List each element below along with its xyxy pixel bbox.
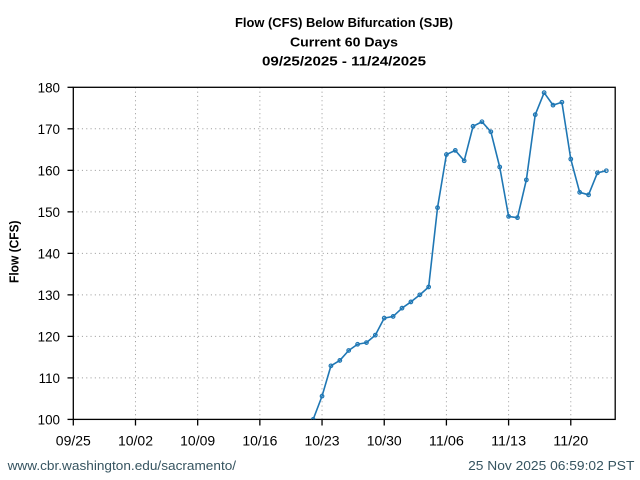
svg-text:10/02: 10/02 (118, 433, 153, 448)
svg-text:110: 110 (39, 371, 60, 386)
svg-text:10/23: 10/23 (305, 433, 340, 448)
svg-text:25 Nov 2025 06:59:02 PST: 25 Nov 2025 06:59:02 PST (468, 458, 634, 473)
svg-text:10/30: 10/30 (367, 433, 402, 448)
svg-text:100: 100 (38, 412, 60, 427)
svg-text:10/09: 10/09 (180, 433, 215, 448)
svg-text:11/20: 11/20 (553, 433, 588, 448)
svg-text:09/25: 09/25 (56, 433, 91, 448)
svg-text:120: 120 (38, 329, 60, 344)
svg-text:160: 160 (38, 163, 60, 178)
svg-text:www.cbr.washington.edu/sacrame: www.cbr.washington.edu/sacramento/ (7, 458, 237, 473)
svg-text:Current 60 Days: Current 60 Days (290, 35, 398, 50)
svg-text:Flow (CFS): Flow (CFS) (7, 220, 22, 283)
svg-text:10/16: 10/16 (242, 433, 277, 448)
svg-text:130: 130 (38, 288, 60, 303)
svg-text:11/13: 11/13 (491, 433, 526, 448)
svg-text:180: 180 (38, 80, 60, 95)
svg-text:11/06: 11/06 (429, 433, 464, 448)
svg-text:150: 150 (38, 205, 60, 220)
svg-text:Flow (CFS) Below Bifurcation (: Flow (CFS) Below Bifurcation (SJB) (235, 15, 453, 30)
svg-text:170: 170 (38, 122, 60, 137)
svg-text:09/25/2025 - 11/24/2025: 09/25/2025 - 11/24/2025 (262, 53, 426, 68)
svg-text:140: 140 (38, 246, 60, 261)
